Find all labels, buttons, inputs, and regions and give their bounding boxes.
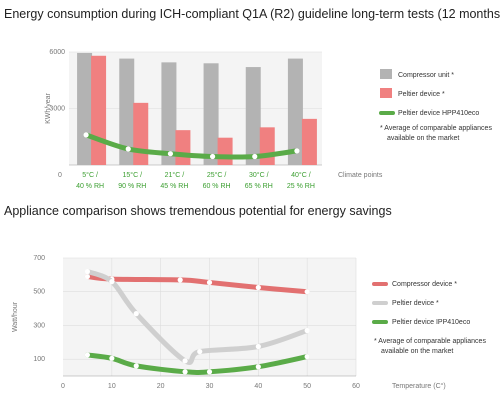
y-tick-label: 0 (58, 172, 62, 179)
line-point-hpp410eco (83, 132, 89, 138)
line-peltier-device-point (84, 268, 91, 275)
line-peltier-device-point (182, 358, 188, 364)
legend-swatch-compressor (380, 69, 392, 79)
x-category-label: 40°C / (291, 171, 311, 179)
x-tick-label: 50 (303, 383, 311, 390)
line-compressor-device-point (84, 273, 91, 280)
line-peltier-device-point (255, 343, 261, 350)
y-tick-label: 500 (33, 289, 45, 296)
bar-compressor-unit (203, 63, 219, 165)
y-tick-label: 100 (33, 356, 45, 363)
footnote-line-2: available on the market (381, 348, 453, 355)
x-category-label: 30°C / (249, 171, 269, 179)
bar-peltier-device (301, 118, 317, 165)
x-category-label: 40 % RH (76, 183, 104, 190)
x-category-label: 65 % RH (245, 183, 273, 190)
line-peltier-device-point (304, 327, 310, 334)
x-category-label: 25°C / (207, 171, 227, 179)
line-peltier-device-point (133, 311, 139, 317)
line-ipp410eco-point (182, 369, 188, 375)
line-point-hpp410eco (294, 148, 300, 154)
legend-label-peltier: Peltier device * (398, 91, 445, 98)
x-tick-label: 40 (254, 383, 262, 390)
line-ipp410eco-point (133, 363, 139, 369)
line-compressor-device-point (206, 279, 213, 286)
x-category-label: 25 % RH (287, 183, 315, 190)
x-category-label: 15°C / (122, 171, 142, 179)
line-ipp410eco-point (206, 369, 213, 375)
line-peltier-device-point (197, 348, 203, 355)
y-axis-label: KWh/year (45, 92, 52, 123)
footnote-line-2: available on the market (387, 135, 459, 142)
line-compressor-device-point (304, 289, 310, 295)
x-category-label: 5°C / (82, 171, 98, 179)
chart-1-title: Energy consumption during ICH-compliant … (4, 7, 500, 21)
chart-2-title: Appliance comparison shows tremendous po… (4, 204, 392, 218)
line-compressor-device-point (177, 277, 183, 283)
line-hpp410eco (83, 132, 300, 160)
x-tick-label: 10 (108, 383, 116, 390)
y-tick-label: 300 (33, 322, 45, 329)
x-category-label: 90 % RH (118, 183, 146, 190)
energy-consumption-chart: 6000 3000 0 KWh/year Climate points 5°C / 40 %… (45, 49, 492, 190)
line-compressor-device-point (255, 284, 261, 291)
bar-compressor-unit (161, 62, 177, 165)
line-ipp410eco-point (304, 354, 310, 360)
bar-compressor-unit (287, 58, 303, 165)
x-tick-label: 60 (352, 383, 360, 390)
legend-ipp410eco-label: Peltier device IPP410eco (392, 319, 470, 326)
bar-compressor-unit (245, 67, 261, 165)
x-category-label: 45 % RH (160, 183, 188, 190)
legend-peltier-device-label: Peltier device * (392, 300, 439, 307)
x-tick-label: 30 (206, 383, 214, 390)
x-tick-label: 0 (61, 383, 65, 390)
line-point-hpp410eco (125, 146, 131, 152)
line-point-hpp410eco (167, 151, 174, 157)
y-tick-label: 700 (33, 255, 45, 262)
x-category-label: 60 % RH (203, 183, 231, 190)
footnote-line-1: * Average of comparable appliances (374, 338, 486, 345)
line-ipp410eco-point (109, 355, 115, 361)
line-point-hpp410eco (209, 153, 216, 160)
x-tick-label: 20 (157, 383, 165, 390)
x-category-label: 21°C / (165, 171, 185, 179)
x-axis-label: Climate points (338, 172, 383, 179)
legend-label-hpp410eco: Peltier device HPP410eco (398, 110, 479, 117)
line-point-hpp410eco (252, 153, 258, 160)
line-ipp410eco-point (84, 352, 91, 358)
footnote-line-1: * Average of comparable appliances (380, 125, 492, 132)
line-ipp410eco-point (255, 364, 261, 370)
x-axis-label: Temperature (C°) (392, 382, 446, 390)
legend-swatch-peltier (380, 88, 392, 98)
bar-compressor-unit (119, 58, 135, 165)
y-tick-label: 3000 (49, 106, 65, 113)
y-tick-label: 6000 (49, 49, 65, 56)
y-axis-label: Watt/hour (12, 301, 19, 332)
legend-label-compressor: Compressor unit * (398, 72, 454, 79)
line-peltier-device-point (109, 279, 115, 285)
legend-compressor-device-label: Compressor device * (392, 281, 457, 288)
